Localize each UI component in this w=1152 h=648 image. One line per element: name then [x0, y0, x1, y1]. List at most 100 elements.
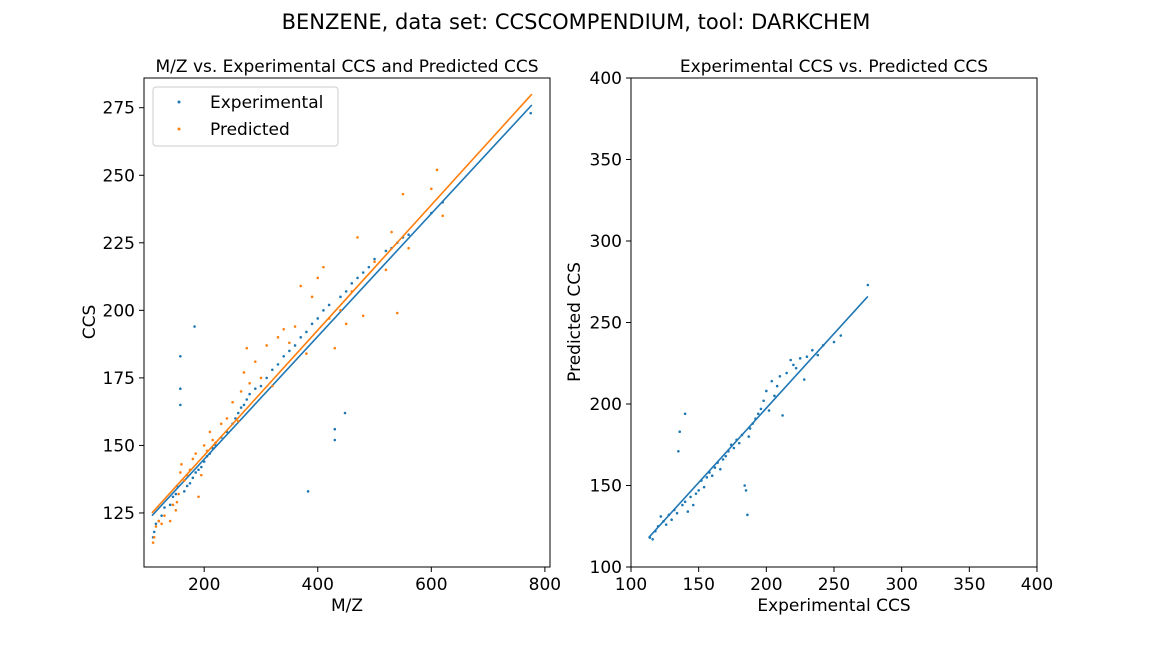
- left-point-predicted: [259, 376, 263, 380]
- left-point-experimental: [333, 438, 337, 442]
- left-point-experimental: [245, 398, 249, 401]
- left-point-predicted: [174, 508, 178, 512]
- left-point-experimental: [367, 265, 371, 269]
- left-point-experimental: [171, 495, 175, 499]
- left-point-predicted: [151, 541, 155, 544]
- right-x-axis: 100 150 200 250 300 350 400: [615, 567, 1053, 595]
- right-point-series-0: [681, 503, 684, 507]
- right-point-series-0: [773, 394, 776, 398]
- right-chart-title: Experimental CCS vs. Predicted CCS: [680, 57, 988, 77]
- right-point-series-0: [721, 458, 725, 461]
- right-point-series-0: [746, 513, 749, 517]
- right-point-series-0: [756, 412, 760, 416]
- left-point-experimental: [299, 336, 303, 339]
- left-plot-area: [151, 93, 533, 544]
- left-point-predicted: [361, 314, 365, 318]
- left-y-axis: 125 150 175 200 225 250 275: [103, 99, 144, 524]
- left-point-experimental: [239, 406, 243, 409]
- left-point-experimental: [327, 303, 331, 307]
- left-point-predicted: [163, 514, 166, 517]
- right-point-series-0: [719, 467, 722, 471]
- right-point-series-0: [651, 537, 654, 541]
- left-x-tick-label: 800: [529, 575, 561, 595]
- right-point-series-0: [664, 523, 668, 526]
- left-point-predicted: [395, 311, 399, 315]
- left-point-predicted: [211, 438, 215, 442]
- left-y-tick-label: 225: [103, 234, 135, 254]
- right-plot-frame: [630, 77, 1038, 568]
- left-point-experimental: [271, 368, 274, 372]
- left-point-predicted: [242, 371, 246, 374]
- left-point-predicted: [239, 390, 243, 393]
- legend-box: [152, 86, 339, 147]
- left-point-predicted: [435, 168, 439, 172]
- left-point-predicted: [356, 236, 359, 239]
- left-point-predicted: [177, 492, 180, 496]
- left-point-predicted: [194, 452, 197, 455]
- left-point-experimental: [154, 522, 158, 526]
- legend-marker-predicted: [177, 127, 181, 131]
- left-point-experimental: [316, 317, 320, 320]
- left-point-experimental: [384, 249, 388, 253]
- right-point-series-0: [770, 379, 774, 383]
- left-point-experimental: [193, 325, 196, 328]
- left-point-predicted: [236, 419, 240, 423]
- left-point-predicted: [183, 479, 186, 482]
- left-point-experimental: [242, 403, 246, 407]
- left-y-axis-label: CCS: [80, 305, 100, 340]
- left-point-predicted: [373, 260, 376, 264]
- left-point-experimental: [333, 427, 337, 431]
- left-point-experimental: [152, 530, 156, 534]
- left-point-predicted: [390, 230, 393, 234]
- left-chart-title: M/Z vs. Experimental CCS and Predicted C…: [156, 57, 539, 77]
- right-point-series-0: [683, 412, 687, 416]
- right-point-series-0: [743, 484, 746, 487]
- left-point-predicted: [282, 327, 285, 331]
- left-point-experimental: [310, 322, 314, 326]
- left-plot-frame: [143, 77, 551, 568]
- right-point-series-0: [775, 384, 779, 388]
- left-point-experimental: [183, 490, 186, 493]
- right-x-axis-label: Experimental CCS: [757, 596, 910, 616]
- left-point-predicted: [333, 346, 337, 350]
- right-y-tick-label: 150: [590, 477, 622, 497]
- right-point-series-0: [794, 366, 798, 370]
- left-point-predicted: [384, 268, 388, 272]
- right-point-series-0: [686, 510, 690, 513]
- left-point-experimental: [194, 471, 197, 474]
- right-y-axis: 100 150 200 250 300 350 400: [590, 69, 631, 578]
- right-point-series-0: [691, 503, 695, 507]
- right-point-series-0: [811, 348, 814, 352]
- right-y-tick-label: 100: [590, 558, 622, 578]
- left-point-experimental: [288, 349, 291, 353]
- right-point-series-0: [792, 363, 795, 367]
- left-point-experimental: [344, 290, 348, 293]
- left-point-predicted: [322, 265, 325, 269]
- left-point-experimental: [191, 476, 195, 480]
- left-point-experimental: [163, 506, 166, 509]
- figure-suptitle: BENZENE, data set: CCSCOMPENDIUM, tool: …: [282, 10, 871, 34]
- right-point-series-0: [710, 474, 714, 478]
- left-point-predicted: [441, 214, 444, 218]
- left-point-experimental: [339, 295, 342, 299]
- left-point-experimental: [350, 282, 354, 285]
- left-point-predicted: [200, 473, 203, 477]
- left-point-experimental: [259, 384, 263, 388]
- left-fit-line-experimental: [151, 104, 533, 517]
- left-point-predicted: [179, 471, 182, 474]
- left-point-experimental: [529, 111, 532, 115]
- left-point-predicted: [168, 519, 172, 523]
- left-point-experimental: [185, 484, 189, 488]
- right-point-series-0: [705, 476, 709, 479]
- left-point-predicted: [316, 276, 320, 280]
- left-point-predicted: [180, 463, 183, 466]
- left-point-experimental: [373, 257, 376, 261]
- left-point-experimental: [236, 411, 240, 415]
- right-point-series-0: [702, 485, 706, 489]
- left-point-predicted: [197, 495, 200, 499]
- right-y-tick-label: 250: [590, 314, 622, 334]
- right-y-tick-label: 200: [590, 395, 622, 415]
- left-point-predicted: [265, 344, 268, 347]
- right-x-tick-label: 150: [682, 575, 714, 595]
- left-point-experimental: [179, 403, 182, 407]
